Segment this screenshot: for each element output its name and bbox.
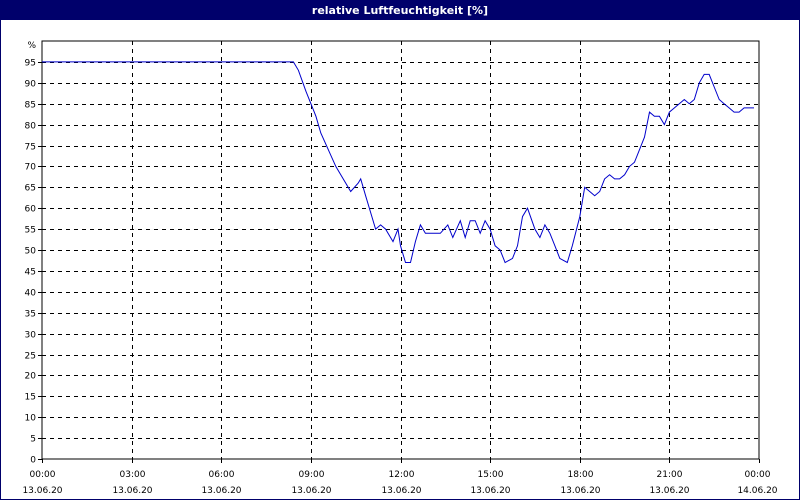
y-tick-label: 25 [25,352,36,362]
humidity-series-line [42,61,754,264]
y-tick-label: 60 [25,205,37,215]
y-tick-label: 0 [30,456,36,466]
x-axis-ticks: 00:00 13.06.20 03:00 13.06.20 06:00 13.06.20 0… [22,459,778,496]
x-tick-date-label: 13.06.20 [560,486,600,496]
y-tick-label: 90 [25,80,37,90]
y-tick-label: 55 [25,226,36,236]
series-points [41,61,755,263]
x-tick-date-label: 13.06.20 [291,486,331,496]
x-tick-time-label: 06:00 [209,470,235,480]
chart-title: relative Luftfeuchtigkeit [%] [1,1,799,20]
y-tick-label: 35 [25,310,36,320]
x-tick-date-label: 13.06.20 [470,486,510,496]
y-tick-label: 40 [25,289,37,299]
y-tick-label: 45 [25,268,36,278]
y-axis-ticks: 0 5 10 15 20 25 30 35 40 45 50 55 60 65 70 75 80 85 90 95 [25,59,42,466]
y-tick-label: 75 [25,143,36,153]
x-tick-date-label: 13.06.20 [201,486,241,496]
grid [42,41,759,459]
y-tick-label: 85 [25,101,36,111]
x-tick-date-label: 13.06.20 [381,486,421,496]
x-tick-date-label: 13.06.20 [22,486,62,496]
y-tick-label: 15 [25,393,36,403]
x-tick-time-label: 00:00 [30,470,56,480]
x-tick-time-label: 21:00 [657,470,683,480]
y-tick-label: 95 [25,59,36,69]
y-tick-label: 80 [25,122,37,132]
y-tick-label: 65 [25,184,36,194]
y-tick-label: 20 [25,372,37,382]
y-tick-label: 70 [25,163,37,173]
y-tick-label: 10 [25,414,37,424]
y-tick-label: 5 [30,435,36,445]
x-tick-time-label: 15:00 [478,470,504,480]
x-tick-time-label: 09:00 [299,470,325,480]
x-tick-date-label: 14.06.20 [737,486,777,496]
x-tick-time-label: 18:00 [568,470,594,480]
y-axis-unit-label: % [27,41,36,51]
y-tick-label: 30 [25,331,37,341]
y-tick-label: 50 [25,247,37,257]
x-tick-date-label: 13.06.20 [112,486,152,496]
x-tick-time-label: 03:00 [120,470,146,480]
x-tick-time-label: 12:00 [389,470,415,480]
x-tick-time-label: 00:00 [745,470,771,480]
x-tick-date-label: 13.06.20 [649,486,689,496]
